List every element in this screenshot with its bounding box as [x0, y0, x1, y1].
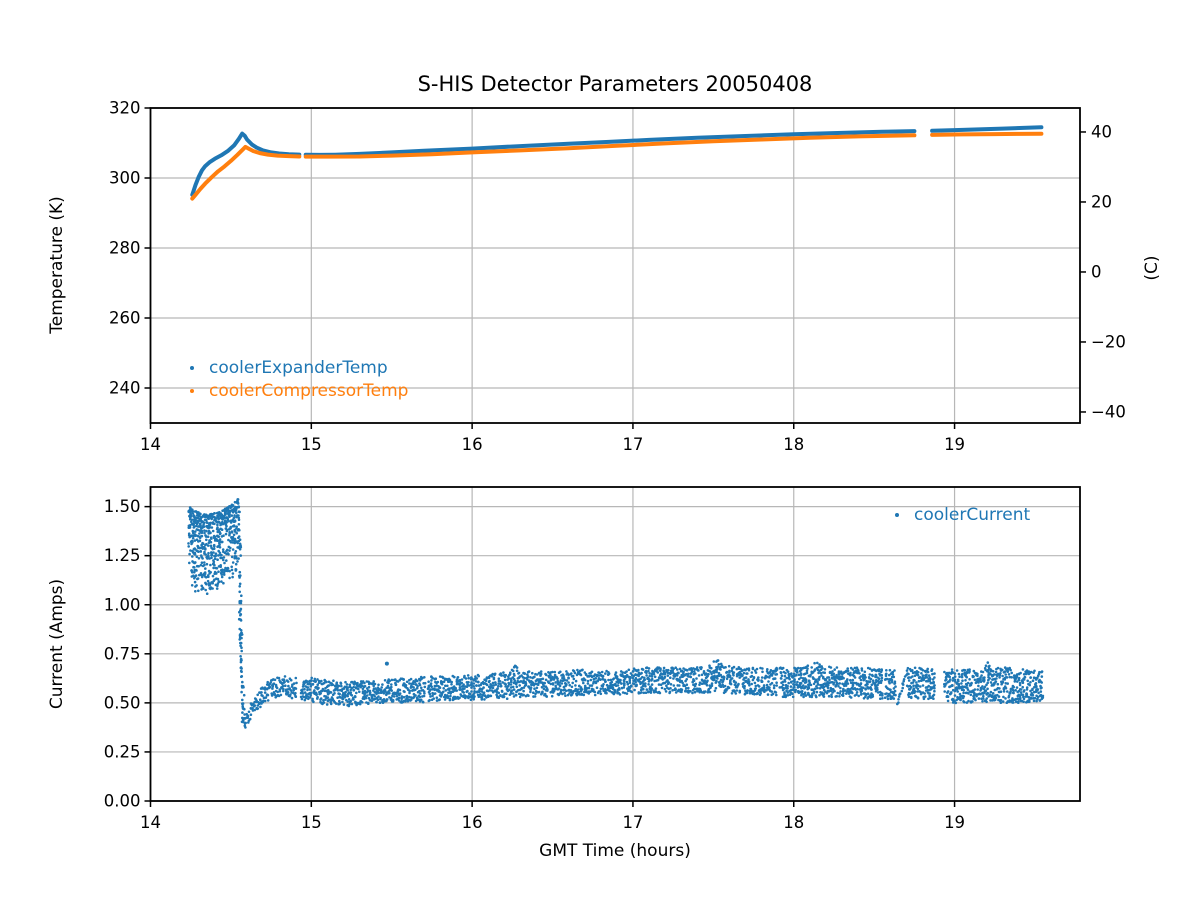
chart-title: S-HIS Detector Parameters 20050408: [417, 72, 813, 96]
svg-text:1.25: 1.25: [104, 546, 141, 565]
svg-text:17: 17: [622, 813, 643, 832]
y-axis-label-current: Current (Amps): [47, 578, 67, 710]
current-marker-icon: [895, 512, 899, 517]
compressor-marker-icon: [190, 388, 194, 393]
expander-marker-icon: [190, 365, 194, 370]
svg-text:0.25: 0.25: [104, 742, 141, 761]
svg-text:300: 300: [109, 169, 141, 188]
y-axis-label-celsius: (C): [1142, 255, 1162, 281]
y-axis-label-temperature: Temperature (K): [47, 196, 67, 334]
svg-text:320: 320: [109, 99, 141, 118]
legend-item-current: coolerCurrent: [895, 503, 1030, 526]
legend-temperature: coolerExpanderTemp coolerCompressorTemp: [190, 356, 408, 402]
svg-text:17: 17: [622, 435, 643, 454]
svg-text:16: 16: [462, 813, 483, 832]
svg-text:15: 15: [301, 435, 322, 454]
svg-text:18: 18: [783, 813, 804, 832]
svg-text:280: 280: [109, 239, 141, 258]
x-axis-label: GMT Time (hours): [539, 841, 691, 861]
svg-text:14: 14: [140, 435, 161, 454]
svg-text:18: 18: [783, 435, 804, 454]
svg-text:15: 15: [301, 813, 322, 832]
legend-label-compressor: coolerCompressorTemp: [209, 380, 409, 401]
svg-text:14: 14: [140, 813, 161, 832]
svg-text:0: 0: [1091, 262, 1102, 281]
legend-item-expander: coolerExpanderTemp: [190, 356, 408, 379]
svg-text:−20: −20: [1091, 332, 1126, 351]
svg-text:0.50: 0.50: [104, 693, 141, 712]
svg-text:19: 19: [944, 435, 965, 454]
svg-text:240: 240: [109, 379, 141, 398]
svg-text:−40: −40: [1091, 402, 1126, 421]
svg-text:19: 19: [944, 813, 965, 832]
legend-current: coolerCurrent: [895, 503, 1030, 526]
svg-text:1.50: 1.50: [104, 497, 141, 516]
legend-label-current: coolerCurrent: [914, 504, 1031, 525]
svg-text:16: 16: [462, 435, 483, 454]
svg-text:260: 260: [109, 309, 141, 328]
legend-item-compressor: coolerCompressorTemp: [190, 379, 408, 402]
svg-text:0.75: 0.75: [104, 644, 141, 663]
legend-label-expander: coolerExpanderTemp: [209, 357, 388, 378]
svg-text:40: 40: [1091, 122, 1112, 141]
svg-text:1.00: 1.00: [104, 595, 141, 614]
svg-text:0.00: 0.00: [104, 792, 141, 811]
svg-text:20: 20: [1091, 192, 1112, 211]
